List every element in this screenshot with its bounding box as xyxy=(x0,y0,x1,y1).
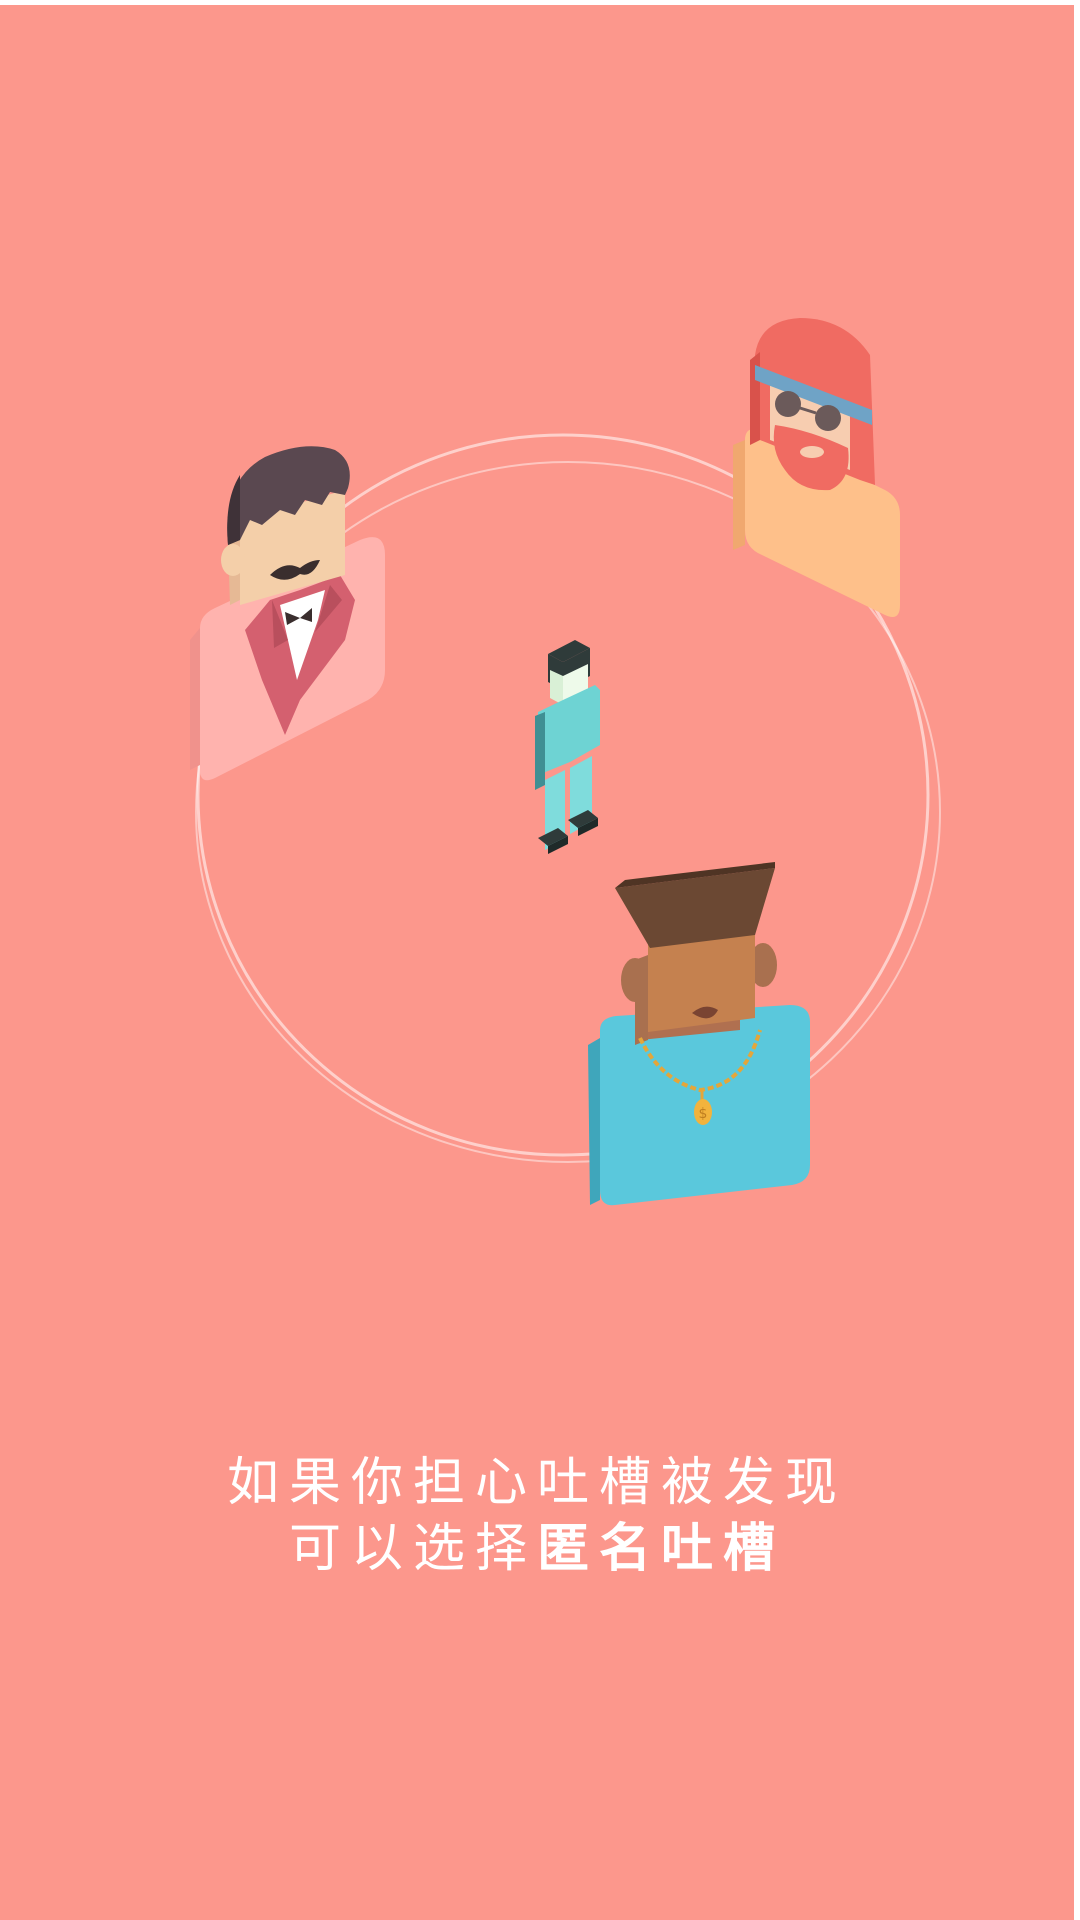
caption-line-2-bold: 匿名吐槽 xyxy=(537,1519,786,1579)
svg-text:$: $ xyxy=(699,1106,708,1122)
caption-line-2-regular: 可以选择 xyxy=(288,1519,537,1579)
background xyxy=(0,5,1074,1920)
caption-line-2: 可以选择匿名吐槽 xyxy=(0,1516,1074,1582)
orbit-ring xyxy=(195,433,941,1163)
gold-chain-avatar-icon: $ xyxy=(588,862,810,1206)
hippie-avatar-icon xyxy=(733,318,900,618)
standing-person-icon xyxy=(535,640,600,854)
gentleman-avatar-icon xyxy=(190,446,385,781)
caption: 如果你担心吐槽被发现 可以选择匿名吐槽 xyxy=(0,1450,1074,1582)
caption-line-1: 如果你担心吐槽被发现 xyxy=(226,1453,847,1513)
